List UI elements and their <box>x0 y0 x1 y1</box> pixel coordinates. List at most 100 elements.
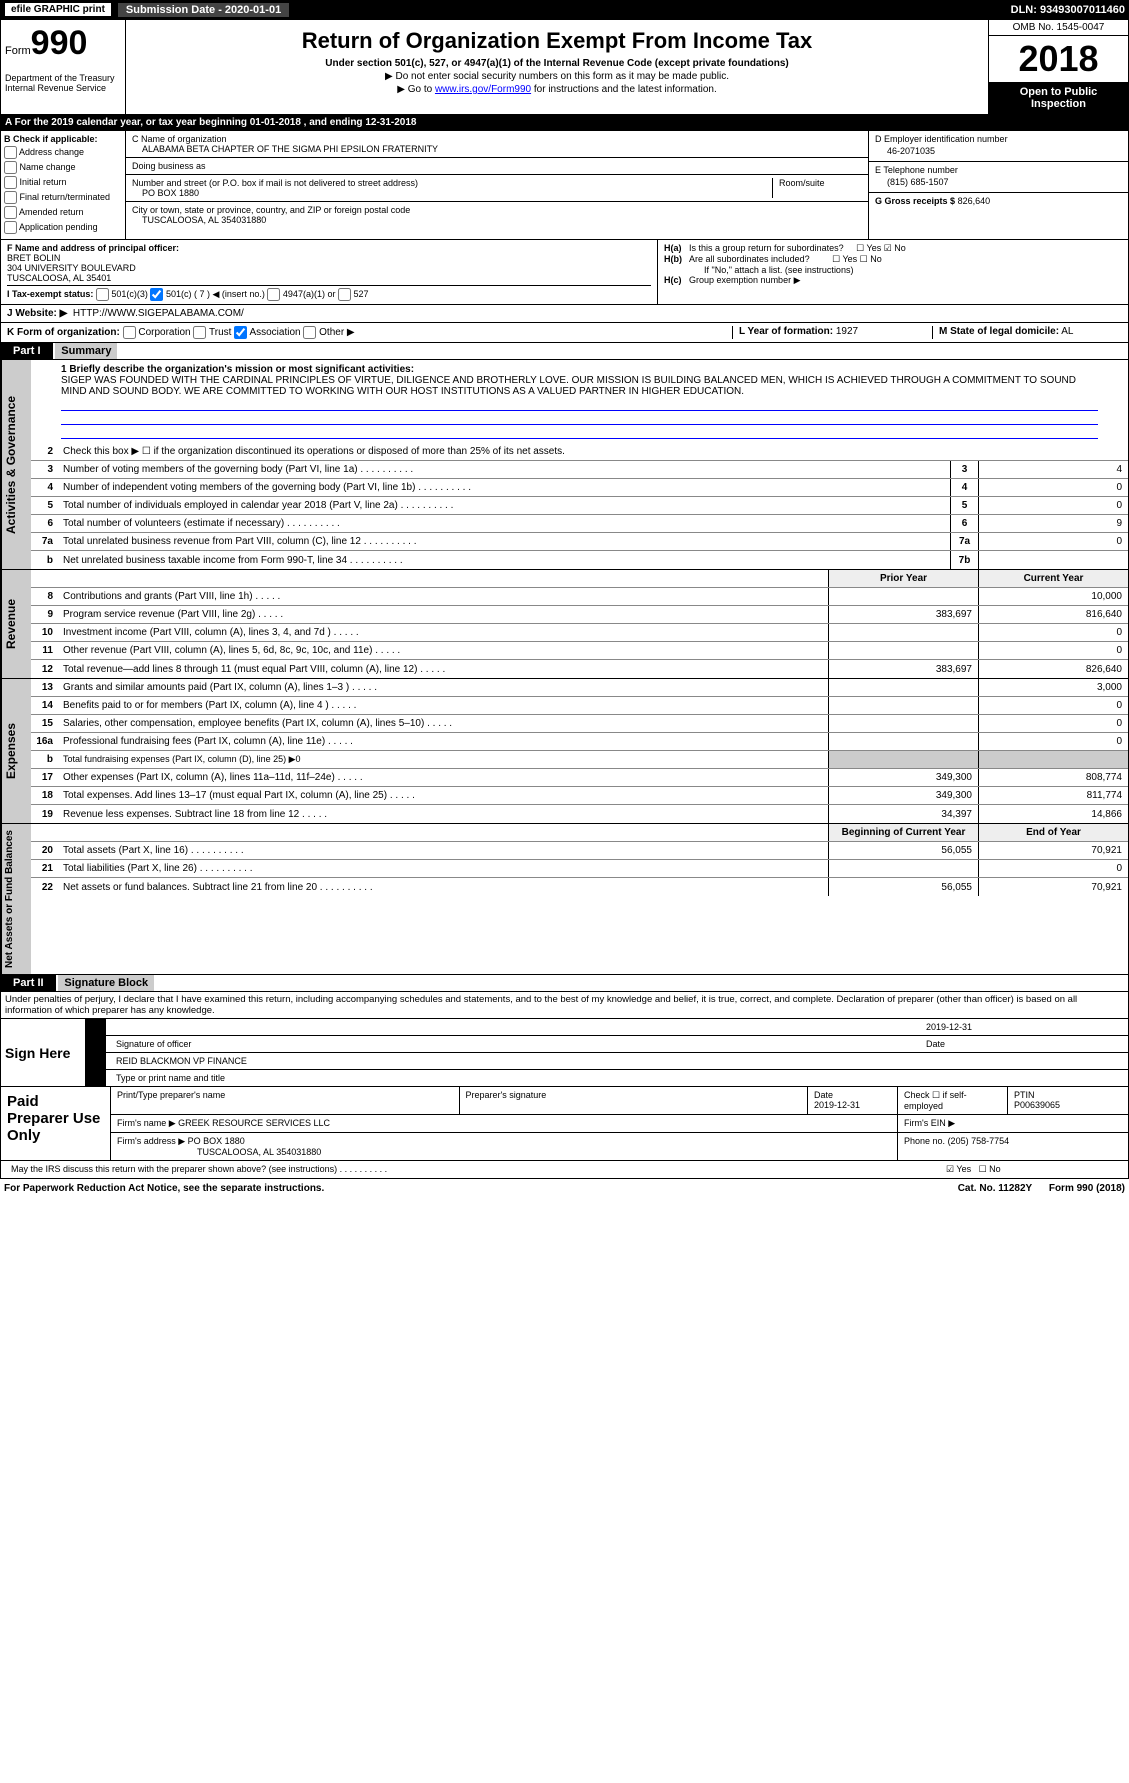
tax-year: 2018 <box>989 36 1128 82</box>
check-527[interactable] <box>338 288 351 301</box>
revenue-section: Revenue Prior YearCurrent Year 8 Contrib… <box>0 570 1129 679</box>
irs-link[interactable]: www.irs.gov/Form990 <box>435 84 531 95</box>
check-address-change[interactable]: Address change <box>4 146 122 159</box>
ssn-note: ▶ Do not enter social security numbers o… <box>134 71 980 82</box>
gov-line-3: 3 Number of voting members of the govern… <box>31 461 1128 479</box>
org-name: ALABAMA BETA CHAPTER OF THE SIGMA PHI EP… <box>132 144 862 154</box>
form-org-row: K Form of organization: Corporation Trus… <box>0 323 1129 343</box>
check-name-change[interactable]: Name change <box>4 161 122 174</box>
form-subtitle: Under section 501(c), 527, or 4947(a)(1)… <box>134 58 980 69</box>
sig-date: 2019-12-31 <box>922 1021 1122 1033</box>
firm-phone: (205) 758-7754 <box>948 1136 1010 1146</box>
omb-number: OMB No. 1545-0047 <box>989 20 1128 36</box>
line2-desc: Check this box ▶ ☐ if the organization d… <box>59 444 1128 459</box>
rev-line-11: 11 Other revenue (Part VIII, column (A),… <box>31 642 1128 660</box>
efile-button[interactable]: efile GRAPHIC print <box>4 2 112 17</box>
rev-line-9: 9 Program service revenue (Part VIII, li… <box>31 606 1128 624</box>
vtab-netassets: Net Assets or Fund Balances <box>1 824 31 974</box>
dln: DLN: 93493007011460 <box>1011 4 1125 16</box>
goto-note: ▶ Go to www.irs.gov/Form990 for instruct… <box>134 84 980 95</box>
firm-addr: PO BOX 1880 <box>188 1136 245 1146</box>
vtab-revenue: Revenue <box>1 570 31 678</box>
fh-row: F Name and address of principal officer:… <box>0 240 1129 305</box>
part2-header: Part II Signature Block <box>0 975 1129 992</box>
room-suite: Room/suite <box>772 178 862 198</box>
net-line-20: 20 Total assets (Part X, line 16) 56,055… <box>31 842 1128 860</box>
exp-line-14: 14 Benefits paid to or for members (Part… <box>31 697 1128 715</box>
mission-text: SIGEP WAS FOUNDED WITH THE CARDINAL PRIN… <box>61 375 1098 397</box>
officer-typed-name: REID BLACKMON VP FINANCE <box>112 1055 251 1067</box>
check-app-pending[interactable]: Application pending <box>4 221 122 234</box>
exp-line-19: 19 Revenue less expenses. Subtract line … <box>31 805 1128 823</box>
org-city: TUSCALOOSA, AL 354031880 <box>132 215 410 225</box>
gov-line-5: 5 Total number of individuals employed i… <box>31 497 1128 515</box>
sign-here-label: Sign Here <box>1 1019 86 1086</box>
phone-value: (815) 685-1507 <box>875 175 1122 189</box>
vtab-expenses: Expenses <box>1 679 31 823</box>
check-final-return[interactable]: Final return/terminated <box>4 191 122 204</box>
check-assoc[interactable] <box>234 326 247 339</box>
gross-receipts: 826,640 <box>958 196 991 206</box>
check-other[interactable] <box>303 326 316 339</box>
prep-date: 2019-12-31 <box>814 1100 891 1110</box>
org-info-grid: B Check if applicable: Address change Na… <box>0 131 1129 240</box>
box-d: D Employer identification number46-20710… <box>868 131 1128 239</box>
form-title: Return of Organization Exempt From Incom… <box>134 28 980 54</box>
part1-header: Part I Summary <box>0 343 1129 360</box>
netassets-section: Net Assets or Fund Balances Beginning of… <box>0 824 1129 975</box>
open-public: Open to Public Inspection <box>989 82 1128 114</box>
rev-line-12: 12 Total revenue—add lines 8 through 11 … <box>31 660 1128 678</box>
form-number: Form990 <box>5 24 121 63</box>
firm-ein: Firm's EIN ▶ <box>898 1115 1128 1132</box>
officer-addr1: 304 UNIVERSITY BOULEVARD <box>7 263 651 273</box>
rev-line-8: 8 Contributions and grants (Part VIII, l… <box>31 588 1128 606</box>
page-footer: For Paperwork Reduction Act Notice, see … <box>0 1179 1129 1198</box>
paid-preparer-label: Paid Preparer Use Only <box>1 1087 111 1160</box>
arrow-icon <box>86 1019 106 1086</box>
check-501c[interactable] <box>150 288 163 301</box>
expenses-section: Expenses 13 Grants and similar amounts p… <box>0 679 1129 824</box>
top-bar: efile GRAPHIC print Submission Date - 20… <box>0 0 1129 19</box>
check-initial-return[interactable]: Initial return <box>4 176 122 189</box>
officer-name: BRET BOLIN <box>7 253 651 263</box>
website-row: J Website: ▶ HTTP://WWW.SIGEPALABAMA.COM… <box>0 305 1129 323</box>
org-address: PO BOX 1880 <box>132 188 772 198</box>
gov-line-6: 6 Total number of volunteers (estimate i… <box>31 515 1128 533</box>
net-line-21: 21 Total liabilities (Part X, line 26) 0 <box>31 860 1128 878</box>
check-4947[interactable] <box>267 288 280 301</box>
check-trust[interactable] <box>193 326 206 339</box>
irs-label: Internal Revenue Service <box>5 83 121 93</box>
gov-line-7a: 7a Total unrelated business revenue from… <box>31 533 1128 551</box>
exp-line-13: 13 Grants and similar amounts paid (Part… <box>31 679 1128 697</box>
signature-block: Sign Here 2019-12-31 Signature of office… <box>0 1019 1129 1179</box>
governance-section: Activities & Governance 1 Briefly descri… <box>0 360 1129 570</box>
box-b: B Check if applicable: Address change Na… <box>1 131 126 239</box>
ptin-value: P00639065 <box>1014 1100 1122 1110</box>
check-501c3[interactable] <box>96 288 109 301</box>
exp-line-15: 15 Salaries, other compensation, employe… <box>31 715 1128 733</box>
self-employed-check[interactable]: Check ☐ if self-employed <box>898 1087 1008 1114</box>
exp-line-18: 18 Total expenses. Add lines 13–17 (must… <box>31 787 1128 805</box>
discuss-yes-no[interactable]: ☑ Yes ☐ No <box>942 1163 1122 1176</box>
gov-line-b: b Net unrelated business taxable income … <box>31 551 1128 569</box>
firm-name: GREEK RESOURCE SERVICES LLC <box>178 1118 330 1128</box>
state-domicile: AL <box>1061 326 1073 337</box>
exp-line-16a: 16a Professional fundraising fees (Part … <box>31 733 1128 751</box>
ein-value: 46-2071035 <box>875 144 1122 158</box>
year-formation: 1927 <box>836 326 858 337</box>
exp-line-b: b Total fundraising expenses (Part IX, c… <box>31 751 1128 769</box>
box-c: C Name of organizationALABAMA BETA CHAPT… <box>126 131 868 239</box>
gov-line-4: 4 Number of independent voting members o… <box>31 479 1128 497</box>
website-value: HTTP://WWW.SIGEPALABAMA.COM/ <box>73 308 244 319</box>
dept-treasury: Department of the Treasury <box>5 73 121 83</box>
check-corp[interactable] <box>123 326 136 339</box>
vtab-governance: Activities & Governance <box>1 360 31 569</box>
rev-line-10: 10 Investment income (Part VIII, column … <box>31 624 1128 642</box>
perjury-statement: Under penalties of perjury, I declare th… <box>0 992 1129 1019</box>
exp-line-17: 17 Other expenses (Part IX, column (A), … <box>31 769 1128 787</box>
dba-label: Doing business as <box>132 161 206 171</box>
check-amended[interactable]: Amended return <box>4 206 122 219</box>
submission-date: Submission Date - 2020-01-01 <box>118 3 289 17</box>
section-a-period: A For the 2019 calendar year, or tax yea… <box>0 115 1129 131</box>
net-line-22: 22 Net assets or fund balances. Subtract… <box>31 878 1128 896</box>
